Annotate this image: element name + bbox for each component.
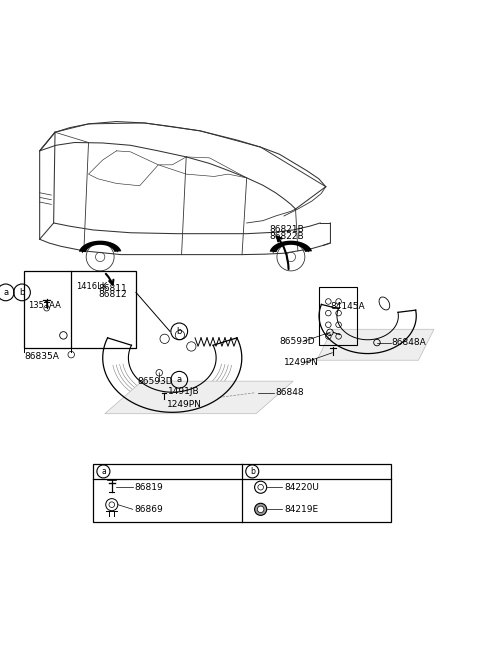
Text: 1249PN: 1249PN [284,358,319,367]
Text: b: b [177,327,182,336]
Polygon shape [79,241,121,252]
Text: 86821B: 86821B [269,225,304,234]
Text: b: b [250,467,255,476]
Polygon shape [270,241,312,252]
Bar [24,271,136,348]
Polygon shape [105,381,293,413]
Text: 86819: 86819 [134,483,163,492]
Text: 86822B: 86822B [269,233,304,242]
Text: 1491JB: 1491JB [168,387,199,396]
Bar [93,464,391,522]
Text: 86593D: 86593D [279,337,315,346]
Text: 86848A: 86848A [392,338,427,347]
Polygon shape [317,329,434,360]
Text: a: a [101,467,106,476]
Text: 1351AA: 1351AA [28,301,61,310]
Text: 1416LK: 1416LK [76,282,107,291]
Text: a: a [3,288,8,297]
Text: 84145A: 84145A [330,302,365,311]
Text: 86812: 86812 [99,290,127,299]
Text: 86835A: 86835A [24,353,59,362]
Text: 86811: 86811 [99,284,128,293]
Circle shape [257,506,264,512]
Text: 86593D: 86593D [137,377,173,386]
Text: 1249PN: 1249PN [167,400,202,409]
Text: 84220U: 84220U [284,483,319,492]
Text: 86869: 86869 [134,505,163,514]
Circle shape [254,503,267,516]
Text: 86848: 86848 [276,388,304,397]
Text: a: a [177,375,182,384]
Text: b: b [19,288,24,297]
Text: 84219E: 84219E [284,505,318,514]
